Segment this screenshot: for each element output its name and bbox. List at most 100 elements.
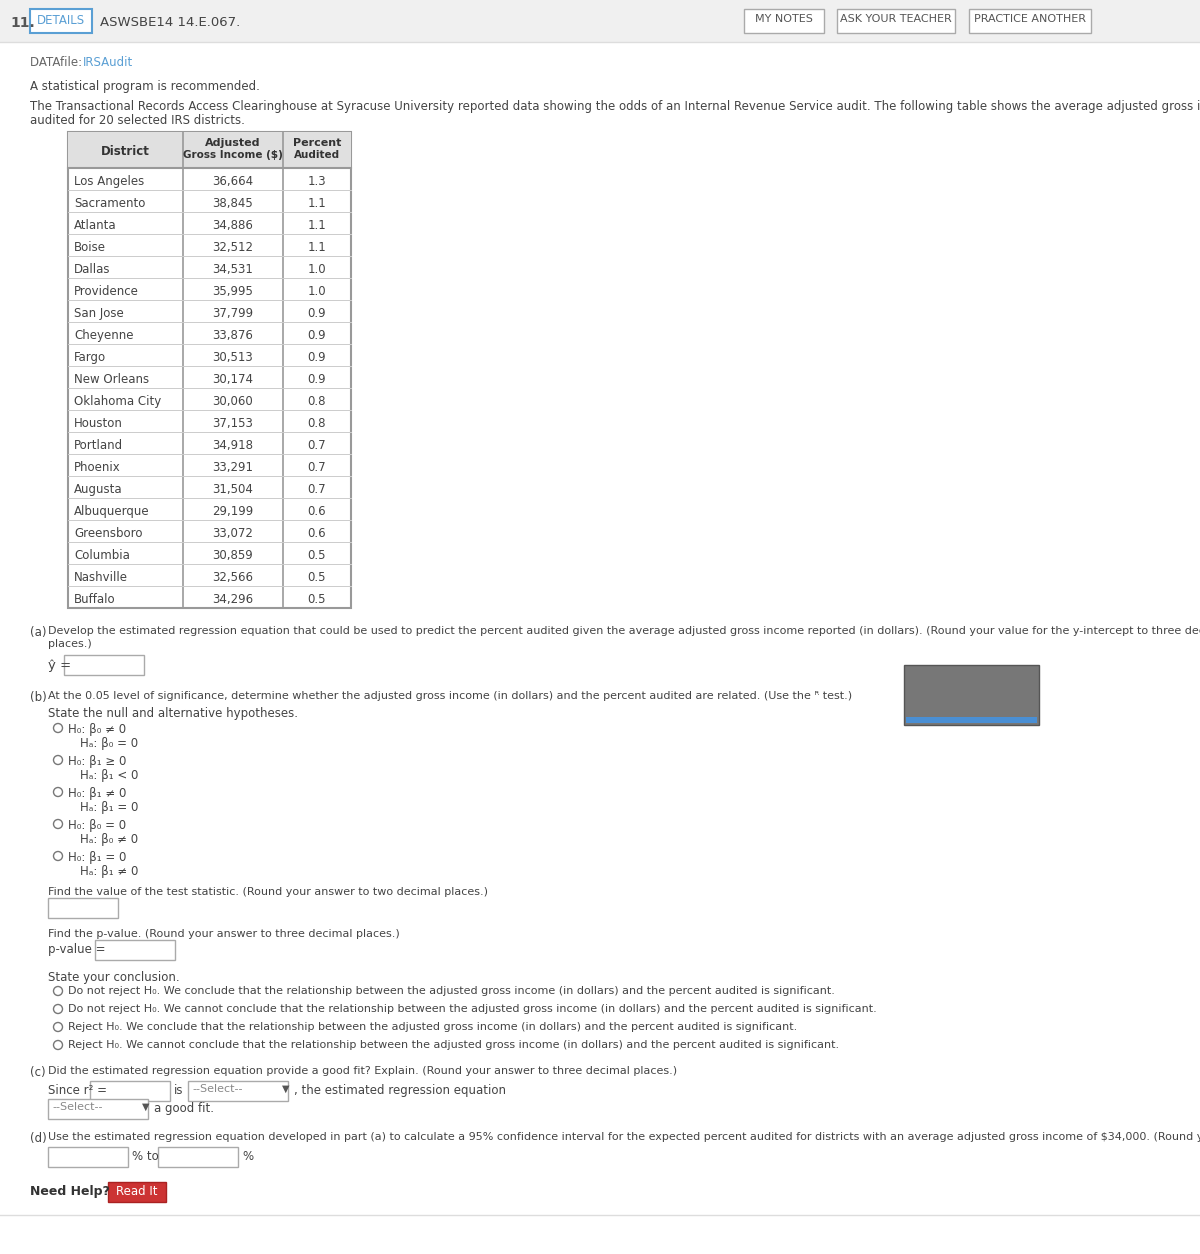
Text: , the estimated regression equation: , the estimated regression equation: [294, 1083, 506, 1097]
Bar: [744, 9, 824, 33]
Text: Columbia: Columbia: [74, 549, 130, 562]
Text: H₀: β₁ ≠ 0: H₀: β₁ ≠ 0: [68, 788, 126, 800]
Text: District: District: [101, 145, 150, 158]
Text: ASK YOUR TEACHER: ASK YOUR TEACHER: [840, 14, 952, 24]
Text: 33,072: 33,072: [212, 527, 253, 540]
Text: 31,504: 31,504: [212, 483, 253, 497]
Text: 1.0: 1.0: [307, 263, 326, 276]
Text: 0.9: 0.9: [307, 372, 326, 386]
Text: Cheyenne: Cheyenne: [74, 329, 133, 342]
Text: 35,995: 35,995: [212, 285, 253, 298]
Text: Use the estimated regression equation developed in part (a) to calculate a 95% c: Use the estimated regression equation de…: [48, 1132, 1200, 1142]
Text: p-value =: p-value =: [48, 943, 106, 956]
Text: a good fit.: a good fit.: [154, 1102, 214, 1115]
Text: 0.7: 0.7: [307, 461, 326, 474]
Text: 0.7: 0.7: [307, 483, 326, 497]
Text: Hₐ: β₀ = 0: Hₐ: β₀ = 0: [80, 737, 138, 750]
Text: State your conclusion.: State your conclusion.: [48, 971, 180, 984]
Bar: [68, 132, 352, 608]
Bar: [906, 717, 1037, 724]
Text: The Transactional Records Access Clearinghouse at Syracuse University reported d: The Transactional Records Access Clearin…: [30, 100, 1200, 113]
Text: DETAILS: DETAILS: [37, 14, 85, 28]
Text: 0.5: 0.5: [307, 593, 326, 606]
Text: 0.5: 0.5: [307, 549, 326, 562]
Text: Reject H₀. We cannot conclude that the relationship between the adjusted gross i: Reject H₀. We cannot conclude that the r…: [68, 1040, 839, 1050]
Text: Phoenix: Phoenix: [74, 461, 121, 474]
Text: Houston: Houston: [74, 418, 122, 430]
Text: 30,174: 30,174: [212, 372, 253, 386]
Bar: [30, 9, 92, 33]
Text: Dallas: Dallas: [74, 263, 110, 276]
Text: Greensboro: Greensboro: [74, 527, 143, 540]
Text: Sacramento: Sacramento: [74, 197, 145, 209]
Text: 37,799: 37,799: [212, 307, 253, 320]
Text: 1.0: 1.0: [307, 285, 326, 298]
Text: 36,664: 36,664: [212, 176, 253, 188]
Text: At the 0.05 level of significance, determine whether the adjusted gross income (: At the 0.05 level of significance, deter…: [48, 691, 852, 701]
Text: Read It: Read It: [116, 1185, 157, 1198]
Text: Buffalo: Buffalo: [74, 593, 115, 606]
Text: 1.1: 1.1: [307, 241, 326, 255]
Text: H₀: β₀ ≠ 0: H₀: β₀ ≠ 0: [68, 724, 126, 736]
Text: 0.8: 0.8: [307, 395, 326, 408]
Text: 0.9: 0.9: [307, 329, 326, 342]
Text: 30,859: 30,859: [212, 549, 253, 562]
Text: Boise: Boise: [74, 241, 106, 255]
Bar: [95, 940, 175, 961]
Text: H₀: β₁ = 0: H₀: β₁ = 0: [68, 851, 126, 864]
Text: Hₐ: β₁ < 0: Hₐ: β₁ < 0: [80, 769, 138, 782]
Text: 30,060: 30,060: [212, 395, 253, 408]
Text: 33,876: 33,876: [212, 329, 253, 342]
Text: Since r² =: Since r² =: [48, 1083, 107, 1097]
Text: (a): (a): [30, 626, 47, 640]
Text: DATAfile:: DATAfile:: [30, 56, 86, 69]
Bar: [970, 9, 1091, 33]
Text: 38,845: 38,845: [212, 197, 253, 209]
Text: time left...: time left...: [943, 677, 1001, 687]
Text: 0.7: 0.7: [307, 439, 326, 451]
Text: 34,531: 34,531: [212, 263, 253, 276]
Text: --Select--: --Select--: [192, 1083, 242, 1093]
Text: 0.5: 0.5: [307, 571, 326, 584]
Text: Hₐ: β₀ ≠ 0: Hₐ: β₀ ≠ 0: [80, 833, 138, 846]
Text: audited for 20 selected IRS districts.: audited for 20 selected IRS districts.: [30, 114, 245, 127]
Bar: [188, 1081, 288, 1101]
Bar: [48, 1099, 148, 1119]
Text: 1.3: 1.3: [307, 176, 326, 188]
Text: Develop the estimated regression equation that could be used to predict the perc: Develop the estimated regression equatio…: [48, 626, 1200, 636]
Text: 34,918: 34,918: [212, 439, 253, 451]
Bar: [838, 9, 955, 33]
Text: 2:41:15: 2:41:15: [918, 695, 1025, 719]
Bar: [48, 898, 118, 918]
Text: Albuquerque: Albuquerque: [74, 505, 150, 518]
Text: 33,291: 33,291: [212, 461, 253, 474]
Bar: [158, 1147, 238, 1167]
Text: Audited: Audited: [294, 150, 340, 161]
Text: Gross Income ($): Gross Income ($): [184, 150, 283, 161]
Text: IRSAudit: IRSAudit: [83, 56, 133, 69]
Text: Find the value of the test statistic. (Round your answer to two decimal places.): Find the value of the test statistic. (R…: [48, 887, 488, 897]
Text: Find the p-value. (Round your answer to three decimal places.): Find the p-value. (Round your answer to …: [48, 929, 400, 939]
Text: 0.8: 0.8: [307, 418, 326, 430]
Text: ŷ =: ŷ =: [48, 660, 71, 672]
Text: (b): (b): [30, 691, 47, 703]
Text: 37,153: 37,153: [212, 418, 253, 430]
Text: 34,886: 34,886: [212, 219, 253, 232]
Text: (d): (d): [30, 1132, 47, 1145]
Text: 0.6: 0.6: [307, 527, 326, 540]
Text: Providence: Providence: [74, 285, 139, 298]
Text: 32,512: 32,512: [212, 241, 253, 255]
Text: 0.9: 0.9: [307, 307, 326, 320]
Text: Hₐ: β₁ = 0: Hₐ: β₁ = 0: [80, 801, 138, 814]
Text: 30,513: 30,513: [212, 351, 253, 364]
Text: PRACTICE ANOTHER: PRACTICE ANOTHER: [974, 14, 1086, 24]
Bar: [48, 1147, 128, 1167]
Text: is: is: [174, 1083, 184, 1097]
Text: %: %: [242, 1150, 253, 1162]
Text: A statistical program is recommended.: A statistical program is recommended.: [30, 80, 260, 93]
Bar: [108, 1183, 166, 1203]
Text: Percent: Percent: [293, 138, 341, 148]
Text: San Jose: San Jose: [74, 307, 124, 320]
Bar: [0, 0, 1200, 41]
Text: 1.1: 1.1: [307, 219, 326, 232]
